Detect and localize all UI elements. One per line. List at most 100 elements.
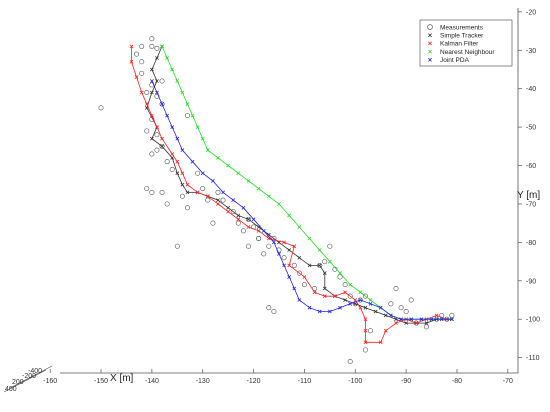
measurement-point (245, 216, 251, 222)
measurement-point (149, 36, 155, 42)
measurement-point (154, 147, 160, 153)
track-point (246, 217, 251, 222)
y-tick-label: -30 (526, 48, 536, 55)
series-nearest-neighbour (160, 44, 454, 322)
track-point (302, 275, 307, 279)
y-tick-label: -70 (526, 201, 536, 208)
track-point (368, 298, 373, 302)
measurement-point (215, 189, 221, 195)
measurement-point (154, 45, 160, 51)
measurement-point (164, 201, 170, 207)
track-point (327, 259, 332, 264)
measurement-point (174, 243, 180, 249)
series-joint-pda (149, 79, 454, 322)
track-point (439, 317, 444, 322)
track-point (160, 44, 164, 49)
z-tick-label: -400 (28, 368, 42, 375)
measurement-point (210, 220, 216, 226)
track-point (170, 152, 175, 156)
legend-label-kalman-filter: Kalman Filter (440, 41, 479, 48)
track-point (246, 225, 251, 229)
track-point (165, 56, 170, 60)
z-axis-line-a (9, 365, 53, 389)
measurement-point (256, 236, 262, 242)
track-point (297, 225, 302, 229)
track-point (241, 205, 246, 210)
track-point (256, 228, 261, 233)
track-point (327, 309, 332, 314)
series-simple-tracker (144, 44, 454, 325)
track-point (292, 286, 297, 291)
track-point (200, 136, 205, 141)
track-point (226, 209, 231, 214)
track-point (292, 244, 297, 249)
y-tick-label: -50 (526, 125, 536, 132)
track-point (307, 305, 312, 310)
measurement-point (149, 151, 155, 157)
measurement-point (327, 243, 333, 249)
measurement-point (357, 297, 363, 303)
measurement-point (195, 170, 201, 176)
measurement-point (235, 220, 241, 226)
legend-label-nearest-neighbour: Nearest Neighbour (440, 49, 495, 56)
track-point (226, 205, 231, 210)
track-point (388, 313, 393, 318)
track-line (151, 80, 452, 320)
measurement-point (261, 251, 267, 257)
y-tick-label: -100 (526, 317, 540, 324)
measurement-point (134, 51, 140, 57)
measurement-point (266, 243, 272, 249)
measurement-point (205, 197, 211, 203)
track-point (353, 301, 358, 306)
track-point (404, 321, 409, 325)
track-point (226, 163, 231, 168)
track-point (256, 186, 261, 191)
track-point (144, 102, 149, 106)
track-point (378, 305, 383, 310)
legend-marker-kalman-filter (428, 41, 432, 46)
track-point (211, 179, 215, 183)
track-point (175, 171, 180, 176)
track-point (129, 44, 134, 49)
track-point (358, 290, 363, 295)
track-point (297, 255, 302, 260)
track-point (205, 194, 210, 199)
measurement-point (169, 166, 175, 172)
track-point (195, 125, 200, 129)
track-point (246, 179, 251, 183)
measurement-point (159, 101, 165, 107)
measurement-point (276, 247, 282, 253)
measurement-point (362, 293, 368, 299)
track-point (175, 79, 180, 83)
y-tick-label: -40 (526, 86, 536, 93)
track-point (160, 144, 164, 149)
measurement-point (403, 309, 409, 315)
track-point (317, 309, 322, 314)
track-point (312, 290, 317, 295)
measurement-point (347, 293, 353, 299)
measurement-point (159, 189, 165, 195)
track-point (414, 321, 419, 325)
measurement-point (220, 197, 226, 203)
track-point (363, 305, 368, 310)
x-tick-label: -90 (401, 378, 411, 385)
x-tick-label: -110 (298, 378, 312, 385)
measurement-point (179, 193, 185, 199)
track-point (373, 309, 378, 314)
track-point (185, 190, 190, 195)
x-tick-label: -70 (503, 378, 513, 385)
track-point (277, 202, 281, 206)
track-point (175, 136, 180, 141)
x-tick-label: -130 (196, 378, 210, 385)
track-point (358, 305, 363, 310)
y-tick-label: -110 (526, 355, 540, 362)
measurement-point (159, 78, 165, 84)
y-tick-label: -60 (526, 163, 536, 170)
track-point (236, 217, 241, 222)
track-point (149, 90, 154, 95)
track-point (170, 155, 175, 160)
measurement-point (144, 128, 150, 134)
x-tick-label: -100 (348, 378, 362, 385)
track-point (317, 263, 322, 268)
